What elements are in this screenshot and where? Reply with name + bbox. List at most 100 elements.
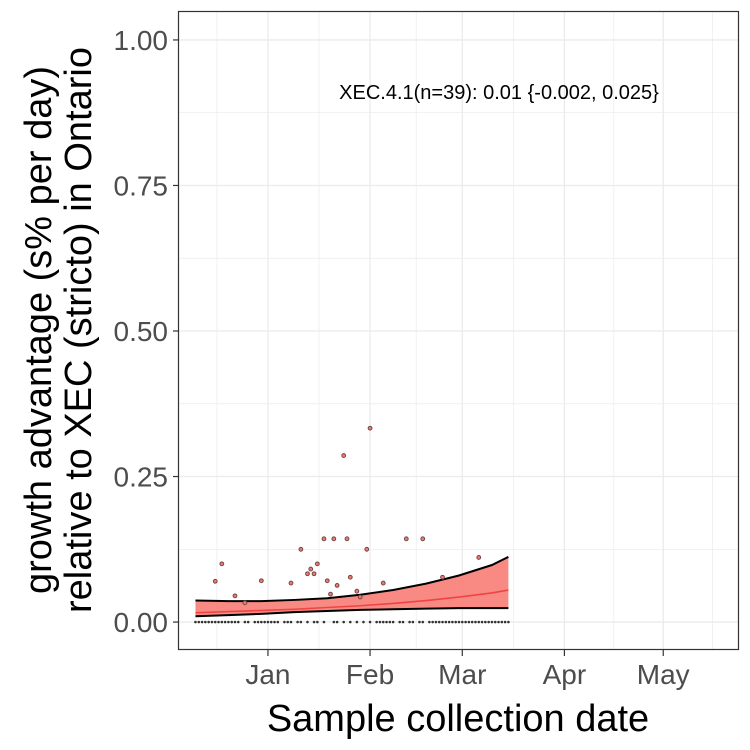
zero-data-point bbox=[421, 620, 425, 624]
lower-bound-line bbox=[195, 607, 509, 618]
zero-data-point bbox=[503, 620, 507, 624]
zero-data-point bbox=[213, 620, 217, 624]
zero-data-point bbox=[401, 620, 405, 624]
zero-data-point bbox=[256, 620, 260, 624]
zero-data-point bbox=[464, 620, 467, 624]
zero-data-point bbox=[306, 620, 309, 624]
zero-data-point bbox=[441, 620, 444, 624]
zero-data-point bbox=[230, 620, 234, 624]
zero-data-point bbox=[194, 620, 197, 624]
zero-data-point bbox=[490, 620, 494, 624]
zero-data-point bbox=[217, 620, 220, 624]
x-tick-label: Feb bbox=[346, 659, 394, 690]
data-point bbox=[314, 561, 320, 567]
zero-data-point bbox=[289, 620, 293, 624]
data-point bbox=[420, 536, 426, 542]
zero-data-point bbox=[480, 620, 484, 624]
zero-data-point bbox=[260, 620, 263, 624]
data-point bbox=[298, 546, 304, 552]
zero-data-point bbox=[388, 620, 392, 624]
zero-data-point bbox=[467, 620, 471, 624]
data-point bbox=[364, 546, 370, 552]
zero-data-point bbox=[474, 620, 477, 624]
zero-data-point bbox=[398, 620, 402, 624]
zero-data-point bbox=[273, 620, 276, 624]
zero-data-point bbox=[451, 620, 454, 624]
zero-data-point bbox=[381, 620, 385, 624]
annotation-label: XEC.4.1(n=39): 0.01 {-0.002, 0.025} bbox=[339, 82, 659, 104]
data-points bbox=[194, 425, 510, 624]
zero-data-point bbox=[457, 620, 461, 624]
y-axis-title-line2: relative to XEC (stricto) in Ontario bbox=[58, 47, 100, 613]
zero-data-point bbox=[223, 620, 227, 624]
fit-line bbox=[195, 589, 509, 614]
zero-data-point bbox=[322, 620, 326, 624]
x-tick-label: Jan bbox=[245, 659, 290, 690]
zero-data-point bbox=[460, 620, 464, 624]
data-point bbox=[324, 578, 330, 584]
y-tick-label: 0.25 bbox=[114, 462, 169, 493]
zero-data-point bbox=[263, 620, 266, 624]
zero-data-point bbox=[418, 620, 421, 624]
zero-data-point bbox=[332, 620, 336, 624]
zero-data-point bbox=[447, 620, 451, 624]
zero-data-point bbox=[375, 620, 378, 624]
zero-data-point bbox=[207, 620, 210, 624]
data-point bbox=[440, 574, 445, 580]
zero-data-point bbox=[246, 620, 250, 624]
data-point bbox=[476, 555, 482, 560]
data-point bbox=[347, 574, 353, 580]
zero-data-point bbox=[484, 620, 487, 624]
x-axis: Jan Feb Mar Apr May bbox=[245, 650, 690, 690]
zero-data-point bbox=[286, 620, 290, 624]
zero-data-point bbox=[444, 620, 448, 624]
grid-lines bbox=[179, 12, 739, 650]
data-point bbox=[288, 580, 294, 586]
zero-data-point bbox=[507, 620, 510, 624]
y-tick-label: 0.75 bbox=[114, 170, 169, 201]
data-point bbox=[242, 600, 248, 606]
zero-data-point bbox=[269, 620, 273, 624]
data-point bbox=[232, 593, 238, 599]
data-point bbox=[331, 536, 337, 542]
zero-data-point bbox=[236, 620, 240, 624]
zero-data-point bbox=[378, 620, 382, 624]
data-point bbox=[212, 578, 218, 584]
data-point bbox=[219, 561, 225, 567]
zero-data-point bbox=[362, 620, 365, 624]
x-axis-title: Sample collection date bbox=[267, 698, 649, 740]
y-axis-title-line1: growth advantage (s% per day) bbox=[18, 66, 60, 594]
zero-data-point bbox=[428, 620, 431, 624]
zero-data-point bbox=[316, 620, 319, 624]
x-tick-label: Apr bbox=[543, 659, 587, 690]
zero-data-point bbox=[470, 620, 474, 624]
data-point bbox=[380, 580, 386, 586]
zero-data-point bbox=[266, 620, 270, 624]
x-tick-label: Mar bbox=[438, 659, 486, 690]
zero-data-point bbox=[487, 620, 490, 624]
data-point bbox=[311, 571, 317, 577]
zero-data-point bbox=[411, 620, 415, 624]
zero-data-point bbox=[493, 620, 497, 624]
zero-data-point bbox=[197, 620, 201, 624]
data-point bbox=[321, 536, 327, 542]
zero-data-point bbox=[342, 620, 346, 624]
zero-data-point bbox=[253, 620, 257, 624]
y-axis: 0.00 0.25 0.50 0.75 1.00 bbox=[114, 25, 179, 638]
zero-data-point bbox=[385, 620, 388, 624]
zero-data-point bbox=[477, 620, 481, 624]
zero-data-point bbox=[312, 620, 316, 624]
y-tick-label: 0.00 bbox=[114, 607, 169, 638]
zero-data-point bbox=[204, 620, 207, 624]
data-point bbox=[308, 566, 314, 572]
zero-data-point bbox=[368, 620, 372, 624]
zero-data-point bbox=[227, 620, 230, 624]
zero-data-point bbox=[276, 620, 280, 624]
x-tick-label: May bbox=[637, 659, 690, 690]
zero-data-point bbox=[500, 620, 504, 624]
zero-data-point bbox=[233, 620, 237, 624]
data-point bbox=[403, 536, 409, 542]
zero-data-point bbox=[434, 620, 438, 624]
data-point bbox=[305, 571, 310, 577]
